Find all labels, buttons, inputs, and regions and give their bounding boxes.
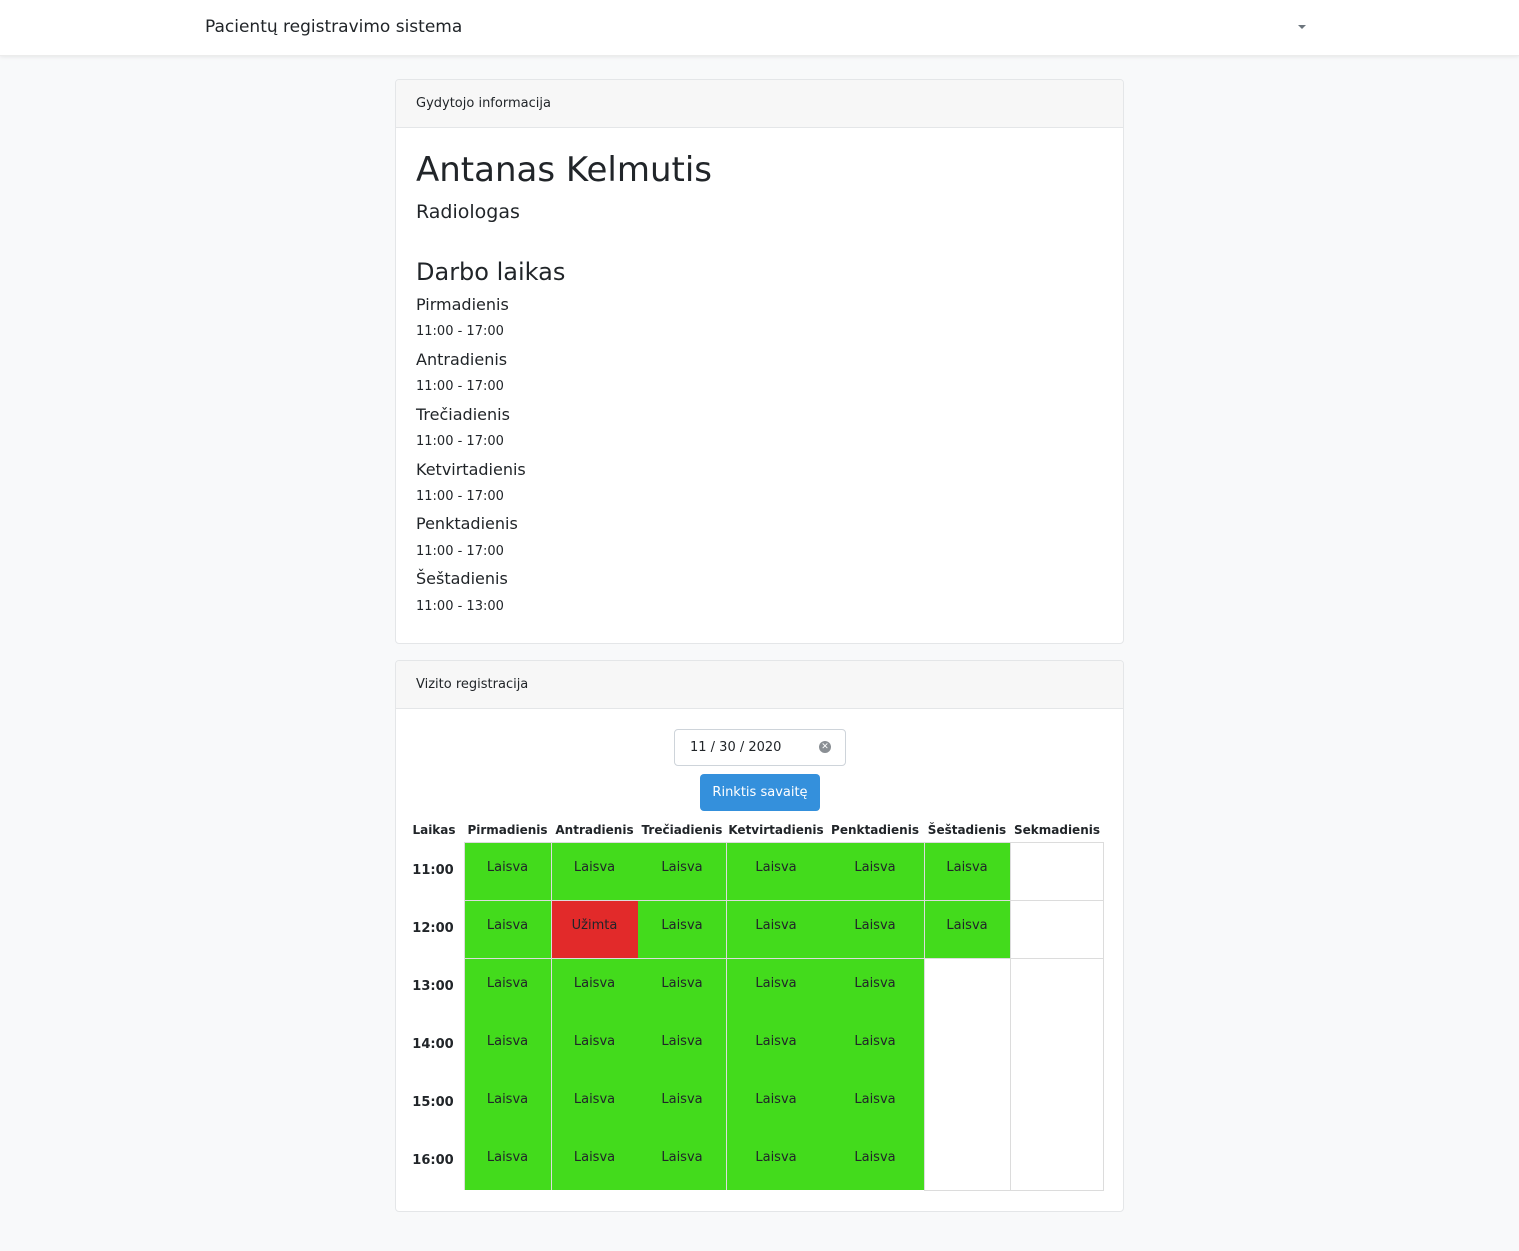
grid-line-horizontal [924,1190,1104,1191]
slot-busy[interactable]: Užimta [551,900,638,958]
slot-empty [1010,900,1104,958]
time-slot-label: 14:00 [412,1037,454,1052]
column-header-time: Laikas [412,823,456,837]
slot-free[interactable]: Laisva [726,958,826,1016]
grid-line-vertical [924,842,925,1190]
date-input-value: 11 / 30 / 2020 [690,740,782,755]
slot-empty [924,1132,1010,1190]
slot-empty [924,1016,1010,1074]
slot-free[interactable]: Laisva [924,900,1010,958]
app-brand[interactable]: Pacientų registravimo sistema [205,17,463,37]
slot-free[interactable]: Laisva [826,1016,924,1074]
slot-free[interactable]: Laisva [464,900,551,958]
navbar: Pacientų registravimo sistema [0,0,1519,56]
slot-free[interactable]: Laisva [464,1074,551,1132]
slot-free[interactable]: Laisva [638,958,726,1016]
slot-free[interactable]: Laisva [551,958,638,1016]
time-slot-label: 16:00 [412,1153,454,1168]
work-day-name: Trečiadienis [416,405,510,424]
slot-free[interactable]: Laisva [826,900,924,958]
time-slot-label: 12:00 [412,921,454,936]
slot-free[interactable]: Laisva [826,958,924,1016]
slot-empty [1010,1016,1104,1074]
slot-free[interactable]: Laisva [826,1132,924,1190]
slot-empty [1010,958,1104,1016]
slot-free[interactable]: Laisva [726,842,826,900]
work-day-name: Penktadienis [416,514,518,533]
user-menu-dropdown-icon[interactable] [1298,25,1306,29]
slot-free[interactable]: Laisva [726,1132,826,1190]
slot-free[interactable]: Laisva [638,900,726,958]
slot-free[interactable]: Laisva [826,842,924,900]
doctor-info-card: Gydytojo informacija Antanas Kelmutis Ra… [395,79,1124,644]
column-header-day: Sekmadienis [1013,823,1100,837]
grid-line-vertical [1010,842,1011,1190]
doctor-name: Antanas Kelmutis [416,150,713,190]
slot-free[interactable]: Laisva [638,1016,726,1074]
slot-free[interactable]: Laisva [464,842,551,900]
choose-week-button[interactable]: Rinktis savaitę [700,774,820,811]
column-header-day: Penktadienis [831,823,919,837]
work-day-name: Šeštadienis [416,569,508,588]
column-header-day: Pirmadienis [467,823,548,837]
column-header-day: Antradienis [555,823,634,837]
slot-free[interactable]: Laisva [551,1132,638,1190]
date-input[interactable]: 11 / 30 / 2020 ✕ [674,729,846,766]
slot-empty [1010,1074,1104,1132]
grid-line-vertical [726,842,727,1190]
slot-free[interactable]: Laisva [726,1074,826,1132]
visit-registration-header: Vizito registracija [396,661,1123,709]
slot-free[interactable]: Laisva [638,842,726,900]
work-day-time: 11:00 - 17:00 [416,324,504,339]
clear-date-icon[interactable]: ✕ [819,741,831,753]
slot-free[interactable]: Laisva [551,1016,638,1074]
work-day-time: 11:00 - 17:00 [416,489,504,504]
slot-empty [924,958,1010,1016]
slot-free[interactable]: Laisva [726,900,826,958]
column-header-day: Šeštadienis [927,823,1007,837]
slot-free[interactable]: Laisva [924,842,1010,900]
grid-line-horizontal [464,842,1104,843]
work-day-time: 11:00 - 17:00 [416,544,504,559]
slot-free[interactable]: Laisva [638,1132,726,1190]
slot-free[interactable]: Laisva [638,1074,726,1132]
slot-free[interactable]: Laisva [551,1074,638,1132]
time-slot-label: 13:00 [412,979,454,994]
slot-empty [1010,1132,1104,1190]
work-day-time: 11:00 - 17:00 [416,379,504,394]
slot-free[interactable]: Laisva [464,1016,551,1074]
visit-registration-card: Vizito registracija 11 / 30 / 2020 ✕ Rin… [395,660,1124,1212]
slot-free[interactable]: Laisva [464,1132,551,1190]
grid-line-horizontal [464,900,1104,901]
slot-free[interactable]: Laisva [464,958,551,1016]
doctor-specialty: Radiologas [416,201,520,223]
slot-empty [1010,842,1104,900]
time-slot-label: 15:00 [412,1095,454,1110]
slot-free[interactable]: Laisva [826,1074,924,1132]
column-header-day: Trečiadienis [641,823,723,837]
grid-line-vertical [551,842,552,1190]
work-day-time: 11:00 - 13:00 [416,599,504,614]
slot-free[interactable]: Laisva [551,842,638,900]
work-day-name: Ketvirtadienis [416,460,526,479]
work-day-name: Pirmadienis [416,295,509,314]
work-hours-title: Darbo laikas [416,258,566,286]
grid-line-horizontal [464,958,1104,959]
slot-empty [924,1074,1010,1132]
work-day-name: Antradienis [416,350,508,369]
grid-line-vertical [464,842,465,1190]
time-slot-label: 11:00 [412,863,454,878]
grid-line-vertical [1103,842,1104,1190]
doctor-info-header: Gydytojo informacija [396,80,1123,128]
slot-free[interactable]: Laisva [726,1016,826,1074]
column-header-day: Ketvirtadienis [728,823,824,837]
work-day-time: 11:00 - 17:00 [416,434,504,449]
